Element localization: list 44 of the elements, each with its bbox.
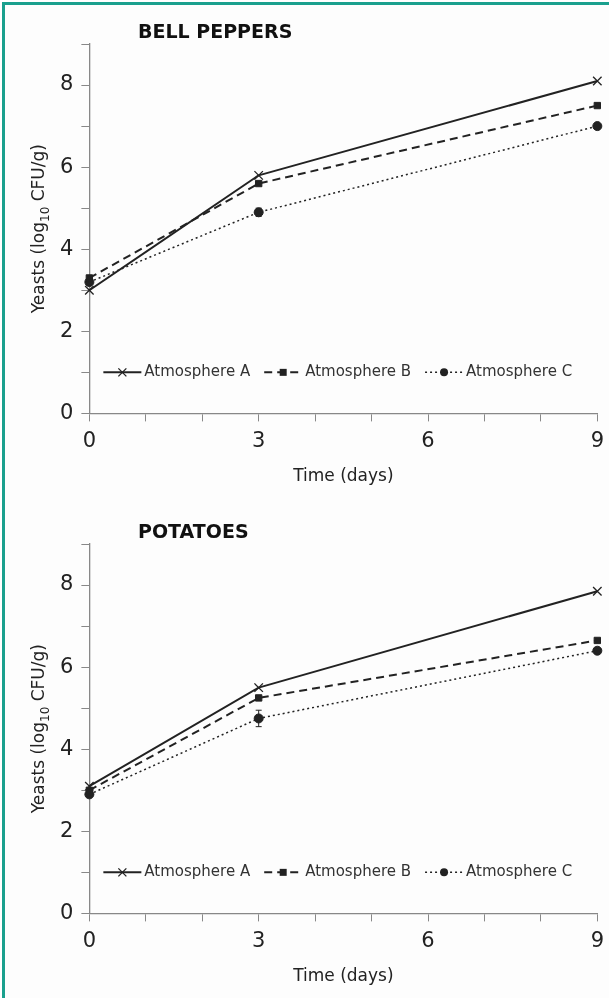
point (255, 179, 263, 188)
y-tick-label: 6 (59, 653, 74, 678)
point (255, 694, 263, 702)
x-tick-label: 9 (590, 428, 605, 453)
y-tick-label: 4 (59, 735, 74, 760)
legend-label: Atmosphere C (466, 362, 573, 381)
y-tick-label: 6 (59, 153, 74, 178)
point (592, 76, 603, 86)
y-tick-label: 8 (59, 71, 74, 96)
point (253, 170, 264, 181)
point (592, 586, 603, 597)
x-tick-label: 0 (82, 428, 97, 453)
point (85, 274, 94, 282)
point (593, 636, 601, 645)
x-axis-title: Time (days) (292, 465, 394, 486)
y-tick-label: 2 (59, 817, 74, 842)
x-tick-label: 6 (421, 428, 435, 453)
legend-label: Atmosphere B (305, 862, 412, 881)
point (593, 101, 601, 110)
point (84, 781, 95, 792)
y-tick-label: 8 (59, 571, 74, 596)
x-tick-label: 3 (251, 928, 266, 953)
point (253, 682, 264, 693)
point (592, 645, 603, 656)
y-tick-label: 4 (59, 235, 74, 260)
x-axis-title: Time (days) (292, 965, 394, 986)
y-tick-label: 0 (59, 399, 74, 424)
legend-label: Atmosphere A (144, 862, 251, 881)
x-tick-label: 3 (251, 428, 266, 453)
point (84, 285, 95, 296)
y-axis-title: Yeasts (log10 CFU/g) (28, 144, 53, 315)
y-tick-label: 0 (59, 899, 74, 924)
y-tick-label: 2 (59, 317, 74, 342)
legend-label: Atmosphere C (466, 862, 573, 881)
chart-title: BELL PEPPERS (138, 20, 293, 42)
x-tick-label: 6 (421, 928, 435, 953)
legend-label: Atmosphere B (305, 362, 412, 381)
x-tick-label: 0 (82, 928, 97, 953)
legend-label: Atmosphere A (144, 362, 251, 381)
x-tick-label: 9 (590, 928, 605, 953)
chart-title: POTATOES (138, 520, 249, 542)
point (253, 713, 264, 724)
y-axis-title: Yeasts (log10 CFU/g) (28, 644, 53, 815)
point (592, 121, 603, 132)
